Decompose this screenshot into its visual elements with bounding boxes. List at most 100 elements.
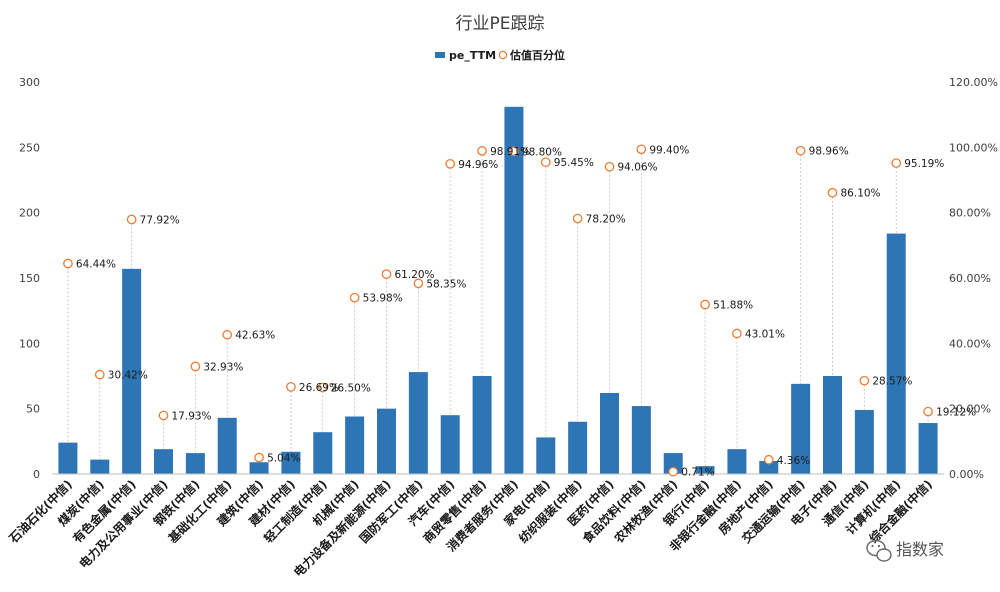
percentile-label: 4.36% (777, 455, 810, 467)
percentile-label: 98.96% (809, 146, 849, 158)
bar (791, 383, 811, 474)
percentile-point (349, 292, 360, 303)
percentile-label: 95.19% (904, 158, 944, 170)
percentile-point (286, 381, 296, 392)
bar (759, 460, 779, 474)
percentile-label: 53.98% (363, 293, 403, 305)
left-tick-label: 200 (19, 207, 40, 220)
bar (823, 376, 842, 474)
percentile-point (795, 145, 806, 156)
percentile-point (572, 213, 583, 224)
percentile-point (668, 466, 679, 477)
right-tick-label: 20.00% (949, 403, 991, 416)
legend-bar-swatch (435, 52, 445, 58)
bar (536, 437, 556, 474)
percentile-label: 32.93% (203, 361, 243, 373)
right-tick-label: 60.00% (949, 272, 991, 285)
percentile-point (636, 144, 647, 155)
bar (58, 442, 78, 474)
bar (377, 408, 396, 474)
percentile-points (63, 144, 933, 477)
percentile-point (445, 158, 456, 169)
bar (727, 449, 747, 474)
right-axis: 0.00% 20.00% 40.00% 60.00% 80.00% 100.00% 120.… (949, 76, 998, 481)
percentile-label: 17.93% (172, 410, 212, 422)
percentile-point (126, 214, 137, 225)
legend-label-percentile: 估值百分位 (509, 48, 565, 62)
legend: pe_TTM 估值百分位 (435, 48, 565, 62)
percentile-point (827, 187, 838, 198)
left-tick-label: 0 (33, 468, 40, 481)
chart-title: 行业PE跟踪 (456, 14, 545, 34)
left-axis: 0 50 100 150 200 250 300 (19, 76, 40, 481)
percentile-label: 95.45% (554, 157, 594, 169)
percentile-point (763, 454, 774, 465)
percentile-label: 78.20% (586, 214, 626, 226)
bar (886, 233, 906, 474)
percentile-point (190, 361, 201, 372)
left-tick-label: 50 (26, 403, 40, 416)
percentile-point (891, 158, 902, 168)
left-tick-label: 150 (19, 272, 40, 285)
percentile-label: 19.12% (936, 407, 976, 419)
bar (854, 409, 874, 474)
percentile-label: 43.01% (745, 329, 785, 341)
bar (217, 417, 237, 474)
bar (122, 268, 142, 474)
legend-label-pe: pe_TTM (449, 49, 496, 62)
bar (568, 421, 588, 474)
bar (663, 453, 683, 474)
watermark: 指数家 (866, 539, 944, 562)
percentile-point (859, 375, 870, 386)
bar (90, 459, 110, 474)
bar (504, 106, 524, 475)
right-tick-label: 120.00% (949, 76, 998, 89)
percentile-point (540, 157, 551, 168)
percentile-label: 26.69% (299, 382, 339, 394)
percentile-label: 61.20% (395, 269, 435, 281)
percentile-point (413, 278, 424, 289)
percentile-label: 94.06% (618, 162, 658, 174)
percentile-point (923, 406, 933, 417)
bars (58, 106, 938, 475)
percentile-point (63, 258, 73, 269)
bar (249, 462, 269, 474)
bar (154, 449, 173, 474)
percentile-point (222, 329, 233, 340)
percentile-point (509, 146, 519, 157)
percentile-label: 98.80% (522, 146, 562, 158)
percentile-label: 30.42% (108, 370, 148, 382)
right-tick-label: 40.00% (949, 337, 991, 350)
bar (695, 466, 715, 474)
left-tick-label: 100 (19, 337, 40, 350)
legend-circle-swatch (498, 50, 508, 60)
percentile-label: 94.96% (458, 159, 498, 171)
percentile-label: 0.71% (681, 467, 714, 479)
bar (631, 406, 651, 474)
category-labels: 石油石化(中信)煤炭(中信)有色金属(中信)电力及公用事业(中信)钢铁(中信)基… (5, 477, 935, 580)
bar (408, 372, 428, 474)
bar (600, 392, 619, 474)
percentile-point (732, 328, 742, 339)
wechat-icon (866, 539, 892, 562)
percentile-label: 99.40% (649, 144, 689, 156)
bar (472, 376, 492, 474)
bar (281, 451, 301, 474)
right-tick-label: 0.00% (949, 468, 984, 481)
right-tick-label: 100.00% (949, 141, 998, 154)
right-tick-label: 80.00% (949, 207, 991, 220)
percentile-point (700, 299, 710, 310)
percentile-labels: 64.44% 30.42% 77.92% 17.93% 32.93% 42.63% 5.04… (76, 144, 976, 478)
bar (185, 453, 205, 474)
percentile-label: 64.44% (76, 258, 116, 270)
percentile-point (317, 382, 328, 393)
percentile-point (604, 161, 615, 172)
bar (918, 423, 938, 474)
percentile-label: 58.35% (426, 278, 466, 290)
percentile-label: 26.50% (331, 382, 371, 394)
percentile-label: 42.63% (235, 330, 275, 342)
bar (440, 415, 460, 474)
percentile-point (477, 146, 487, 156)
percentile-label: 77.92% (140, 214, 180, 226)
